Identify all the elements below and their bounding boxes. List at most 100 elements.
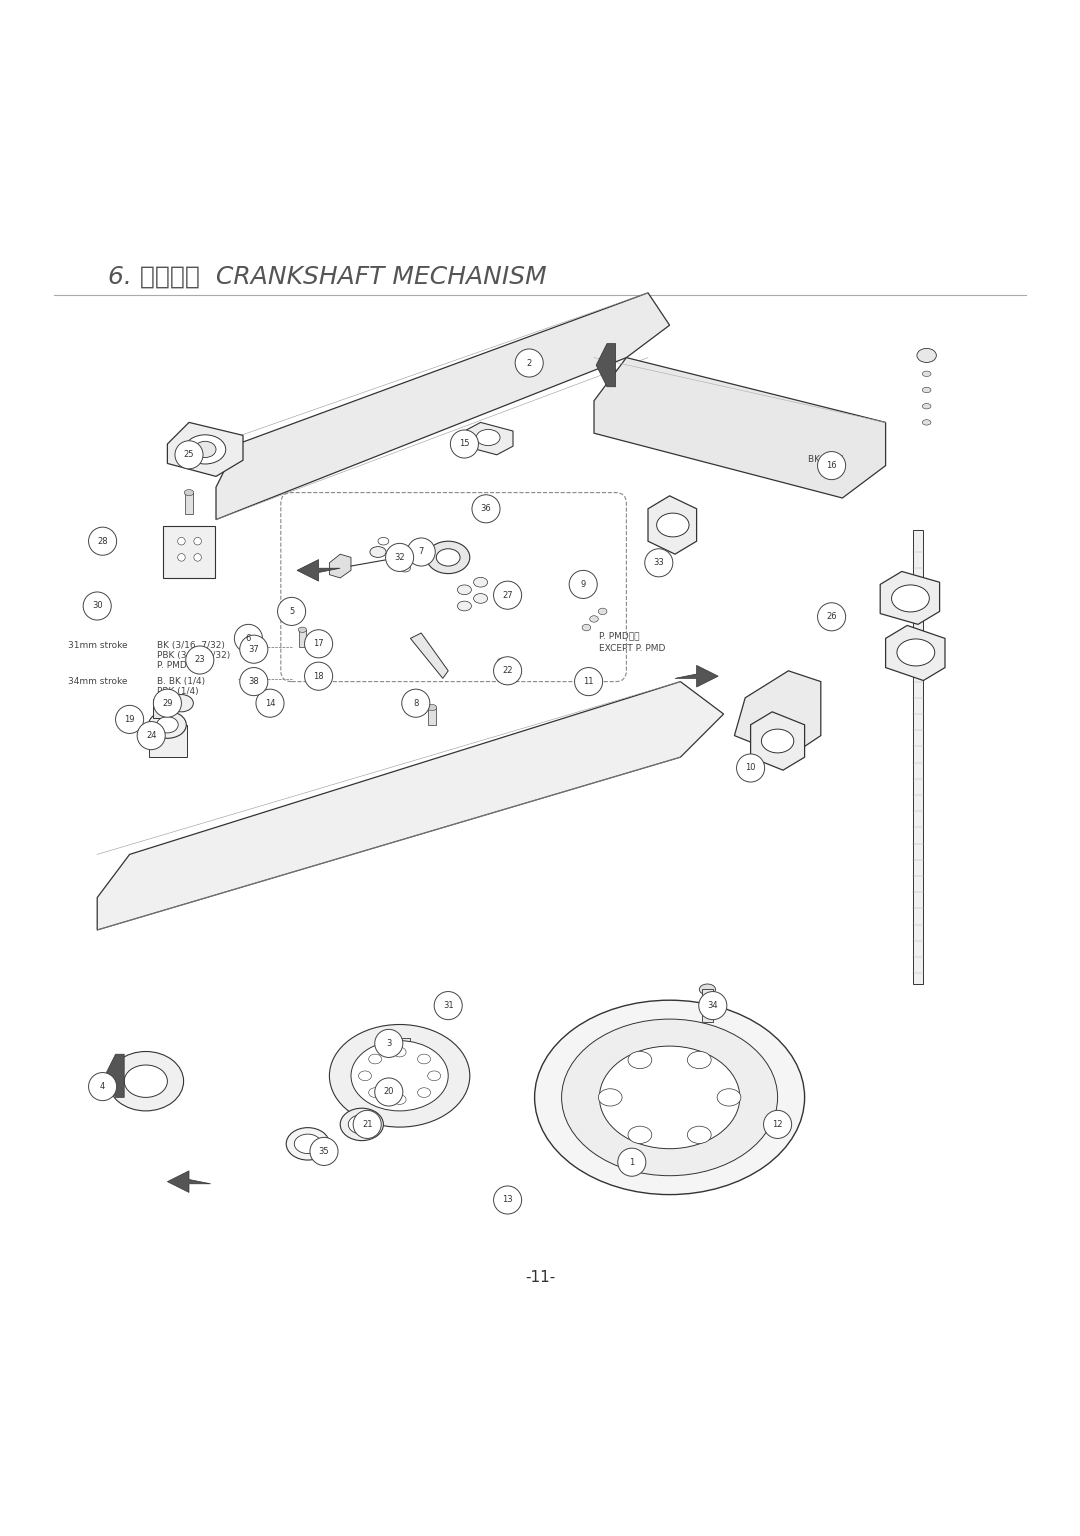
Ellipse shape	[717, 1089, 741, 1106]
Ellipse shape	[917, 349, 936, 362]
Circle shape	[137, 722, 165, 750]
Text: 2: 2	[527, 358, 531, 367]
Ellipse shape	[562, 1018, 778, 1175]
Polygon shape	[297, 559, 340, 581]
Polygon shape	[594, 358, 886, 498]
Circle shape	[450, 430, 478, 458]
Text: 7: 7	[419, 547, 423, 556]
Ellipse shape	[657, 513, 689, 538]
Text: 37: 37	[248, 645, 259, 654]
Circle shape	[737, 754, 765, 782]
Text: 21: 21	[362, 1120, 373, 1129]
Text: P. PMD. MLH: P. PMD. MLH	[157, 660, 212, 670]
Text: -11-: -11-	[525, 1270, 555, 1286]
Ellipse shape	[687, 1126, 711, 1143]
Ellipse shape	[458, 601, 471, 611]
Ellipse shape	[473, 593, 488, 604]
Text: 33: 33	[653, 558, 664, 567]
Circle shape	[575, 668, 603, 696]
Text: 3: 3	[387, 1038, 391, 1048]
Polygon shape	[216, 293, 670, 519]
Circle shape	[175, 441, 203, 468]
Text: 9: 9	[581, 581, 585, 588]
Ellipse shape	[700, 985, 715, 995]
Ellipse shape	[418, 1087, 431, 1097]
Ellipse shape	[476, 430, 500, 445]
Ellipse shape	[535, 1000, 805, 1195]
Circle shape	[310, 1137, 338, 1166]
Ellipse shape	[599, 1046, 740, 1149]
Text: 32: 32	[394, 553, 405, 562]
Text: 17: 17	[313, 639, 324, 648]
Text: BK (3/16, 7/32): BK (3/16, 7/32)	[157, 642, 225, 650]
Circle shape	[494, 1186, 522, 1213]
Circle shape	[186, 647, 214, 674]
Circle shape	[375, 1078, 403, 1106]
Ellipse shape	[170, 694, 193, 711]
Text: 29: 29	[162, 699, 173, 708]
Polygon shape	[97, 682, 724, 929]
Text: 1: 1	[630, 1158, 634, 1167]
Ellipse shape	[348, 1115, 376, 1134]
Circle shape	[240, 668, 268, 696]
Polygon shape	[648, 496, 697, 554]
Ellipse shape	[687, 1051, 711, 1069]
Ellipse shape	[629, 1126, 652, 1143]
Polygon shape	[105, 1054, 124, 1097]
Circle shape	[472, 495, 500, 522]
Circle shape	[116, 705, 144, 734]
Ellipse shape	[369, 547, 387, 558]
Circle shape	[305, 630, 333, 657]
Text: P. PMD除外: P. PMD除外	[599, 631, 640, 641]
Bar	[428, 708, 436, 725]
Text: 30: 30	[92, 602, 103, 610]
Text: 22: 22	[502, 667, 513, 676]
Text: 20: 20	[383, 1087, 394, 1097]
Bar	[702, 989, 713, 1021]
Polygon shape	[149, 725, 187, 757]
Polygon shape	[167, 422, 243, 476]
Bar	[298, 630, 307, 647]
Ellipse shape	[582, 624, 591, 631]
Text: 12: 12	[772, 1120, 783, 1129]
Circle shape	[375, 1029, 403, 1057]
Bar	[185, 493, 193, 515]
Ellipse shape	[498, 657, 507, 664]
Text: PBK (1/4): PBK (1/4)	[157, 687, 199, 696]
Ellipse shape	[378, 538, 389, 545]
Ellipse shape	[368, 1054, 381, 1064]
Ellipse shape	[351, 1041, 448, 1111]
Ellipse shape	[400, 564, 410, 571]
Ellipse shape	[368, 1087, 381, 1097]
Ellipse shape	[590, 616, 598, 622]
Ellipse shape	[359, 1071, 372, 1081]
Circle shape	[818, 602, 846, 631]
Text: 8: 8	[414, 699, 418, 708]
Text: 26: 26	[826, 613, 837, 621]
Bar	[498, 660, 507, 680]
Text: 5: 5	[289, 607, 294, 616]
Circle shape	[645, 548, 673, 578]
Ellipse shape	[761, 730, 794, 753]
Ellipse shape	[185, 490, 193, 496]
Text: 19: 19	[124, 714, 135, 723]
Ellipse shape	[185, 435, 226, 464]
Circle shape	[402, 690, 430, 717]
Ellipse shape	[194, 553, 201, 561]
Ellipse shape	[177, 553, 186, 561]
Ellipse shape	[428, 1071, 441, 1081]
Text: 14: 14	[265, 699, 275, 708]
Circle shape	[89, 1072, 117, 1101]
Circle shape	[89, 527, 117, 554]
Text: 27: 27	[502, 591, 513, 599]
Circle shape	[515, 349, 543, 376]
Ellipse shape	[473, 578, 488, 587]
Text: 36: 36	[481, 504, 491, 513]
Ellipse shape	[286, 1127, 329, 1160]
Text: B. BK (1/4): B. BK (1/4)	[157, 677, 205, 687]
Ellipse shape	[598, 1089, 622, 1106]
Ellipse shape	[149, 711, 187, 739]
Circle shape	[83, 591, 111, 621]
Text: 31mm stroke: 31mm stroke	[68, 642, 127, 650]
Ellipse shape	[427, 541, 470, 573]
